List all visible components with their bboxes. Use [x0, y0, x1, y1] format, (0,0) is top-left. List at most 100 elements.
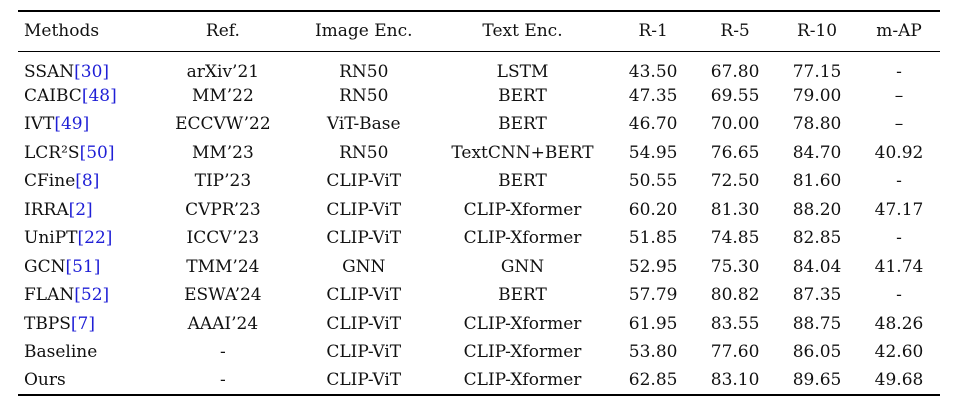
table-row: IRRA[2] CVPR’23 CLIP-ViT CLIP-Xformer 60.20 8… [18, 196, 940, 225]
method-name: UniPT [24, 228, 78, 249]
citation-link[interactable]: [2] [68, 199, 93, 220]
cell-method: TBPS[7] [18, 310, 151, 339]
table-row: GCN[51] TMM’24 GNN GNN 52.95 75.30 84.04 41.74 [18, 253, 940, 282]
method-name: IVT [24, 114, 55, 135]
cell-image-enc: RN50 [339, 142, 389, 163]
method-name: GCN [24, 256, 66, 277]
cell-ref: - [220, 342, 226, 363]
cell-map: – [894, 114, 904, 135]
cell-image-enc: CLIP-ViT [326, 342, 402, 363]
cell-image-enc: CLIP-ViT [326, 171, 402, 192]
table-row: Baseline - CLIP-ViT CLIP-Xformer 53.80 77.60 8… [18, 338, 940, 367]
cell-r5: 75.30 [710, 256, 760, 277]
cell-r5: 70.00 [710, 114, 760, 135]
cell-method: Ours [18, 367, 151, 396]
cell-r1: 50.55 [628, 171, 678, 192]
cell-ref: arXiv’21 [186, 61, 260, 82]
cell-r10: 84.04 [792, 256, 842, 277]
cell-image-enc: CLIP-ViT [326, 313, 402, 334]
table-row: CAIBC[48] MM’22 RN50 BERT 47.35 69.55 79.00 – [18, 82, 940, 111]
cell-image-enc: RN50 [339, 61, 389, 82]
method-name: CAIBC [24, 85, 82, 106]
cell-ref: CVPR’23 [185, 199, 261, 220]
method-name: CFine [24, 171, 76, 192]
cell-method: UniPT[22] [18, 224, 151, 253]
cell-map: - [896, 285, 902, 306]
cell-r10: 84.70 [792, 142, 842, 163]
cell-image-enc: CLIP-ViT [326, 285, 402, 306]
cell-ref: ESWA’24 [184, 285, 262, 306]
cell-method: GCN[51] [18, 253, 151, 282]
citation-link[interactable]: [50] [79, 142, 115, 163]
cell-text-enc: CLIP-Xformer [463, 228, 582, 249]
cell-method: CFine[8] [18, 167, 151, 196]
cell-map: 49.68 [874, 370, 924, 391]
cell-image-enc: CLIP-ViT [326, 228, 402, 249]
table-row: FLAN[52] ESWA’24 CLIP-ViT BERT 57.79 80.82 87.… [18, 281, 940, 310]
header-r5: R-5 [720, 21, 750, 42]
cell-r5: 69.55 [710, 85, 760, 106]
cell-r10: 82.85 [792, 228, 842, 249]
cell-image-enc: RN50 [339, 85, 389, 106]
citation-link[interactable]: [51] [65, 256, 101, 277]
cell-r5: 67.80 [710, 61, 760, 82]
method-name: FLAN [24, 285, 75, 306]
cell-ref: MM’23 [191, 142, 254, 163]
table-row: LCR²S[50] MM’23 RN50 TextCNN+BERT 54.95 76.65… [18, 139, 940, 168]
cell-r5: 81.30 [710, 199, 760, 220]
method-name: Baseline [24, 342, 98, 363]
cell-r5: 83.55 [710, 313, 760, 334]
table-row: CFine[8] TIP’23 CLIP-ViT BERT 50.55 72.50 81.6… [18, 167, 940, 196]
header-row: Methods Ref. Image Enc. Text Enc. R-1 R-… [18, 11, 940, 51]
cell-r5: 72.50 [710, 171, 760, 192]
header-r1: R-1 [638, 21, 668, 42]
cell-method: LCR²S[50] [18, 139, 151, 168]
cell-ref: - [220, 370, 226, 391]
cell-r10: 77.15 [792, 61, 842, 82]
cell-r10: 88.75 [792, 313, 842, 334]
cell-r1: 54.95 [628, 142, 678, 163]
cell-ref: TIP’23 [194, 171, 252, 192]
citation-link[interactable]: [48] [81, 85, 117, 106]
cell-r1: 46.70 [628, 114, 678, 135]
cell-ref: TMM’24 [186, 256, 260, 277]
table-row: IVT[49] ECCVW’22 ViT-Base BERT 46.70 70.00 78.… [18, 110, 940, 139]
citation-link[interactable]: [8] [75, 171, 100, 192]
cell-method: Baseline [18, 338, 151, 367]
cell-r1: 51.85 [628, 228, 678, 249]
method-name: TBPS [24, 313, 71, 334]
citation-link[interactable]: [49] [54, 114, 90, 135]
cell-text-enc: CLIP-Xformer [463, 199, 582, 220]
cell-text-enc: CLIP-Xformer [463, 313, 582, 334]
citation-link[interactable]: [52] [74, 285, 110, 306]
citation-link[interactable]: [7] [70, 313, 96, 334]
table-row: TBPS[7] AAAI’24 CLIP-ViT CLIP-Xformer 61.95 8… [18, 310, 940, 339]
cell-text-enc: GNN [500, 256, 545, 277]
cell-r10: 86.05 [792, 342, 842, 363]
header-map: m-AP [876, 21, 922, 42]
results-table: Methods Ref. Image Enc. Text Enc. R-1 R-… [18, 10, 940, 396]
cell-r1: 62.85 [628, 370, 678, 391]
method-name: SSAN [24, 61, 75, 82]
cell-r1: 47.35 [628, 85, 678, 106]
cell-text-enc: BERT [498, 114, 547, 135]
cell-text-enc: CLIP-Xformer [463, 342, 582, 363]
header-ref: Ref. [205, 21, 240, 42]
cell-r10: 81.60 [792, 171, 842, 192]
cell-r1: 57.79 [628, 285, 678, 306]
citation-link[interactable]: [30] [74, 61, 110, 82]
cell-r10: 79.00 [792, 85, 842, 106]
cell-ref: MM’22 [191, 85, 254, 106]
method-name: LCR²S [24, 142, 80, 163]
cell-ref: ECCVW’22 [175, 114, 271, 135]
cell-text-enc: TextCNN+BERT [451, 142, 594, 163]
method-name: Ours [24, 370, 66, 391]
cell-r1: 43.50 [628, 61, 678, 82]
cell-map: 40.92 [874, 142, 924, 163]
cell-r10: 87.35 [792, 285, 842, 306]
cell-text-enc: BERT [498, 85, 547, 106]
cell-r10: 88.20 [792, 199, 842, 220]
citation-link[interactable]: [22] [77, 228, 113, 249]
cell-image-enc: CLIP-ViT [326, 370, 402, 391]
table-row: UniPT[22] ICCV’23 CLIP-ViT CLIP-Xformer 51.8… [18, 224, 940, 253]
